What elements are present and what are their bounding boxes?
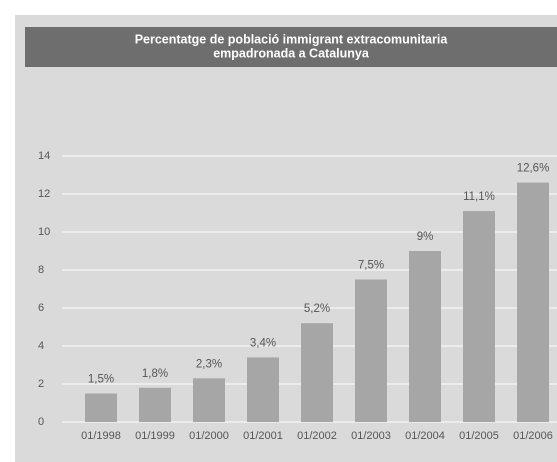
x-tick-label: 01/2002 [297, 430, 337, 442]
bar [301, 323, 333, 422]
x-tick-label: 01/2004 [405, 430, 445, 442]
y-tick-label: 4 [38, 340, 44, 352]
x-tick-label: 01/2005 [459, 430, 499, 442]
bar [355, 279, 387, 422]
y-tick-label: 6 [38, 302, 44, 314]
bar [463, 211, 495, 422]
value-label: 3,4% [250, 337, 276, 349]
chart-title: empadronada a Catalunya [213, 46, 370, 60]
bar [409, 251, 441, 422]
y-tick-label: 10 [38, 226, 50, 238]
value-label: 1,5% [88, 374, 114, 386]
value-label: 2,3% [196, 358, 222, 370]
bar [139, 387, 171, 422]
value-label: 7,5% [358, 260, 384, 272]
x-tick-label: 01/1999 [135, 430, 175, 442]
bar [517, 182, 549, 422]
value-label: 5,2% [304, 303, 330, 315]
x-tick-label: 01/1998 [81, 430, 121, 442]
title-bar [25, 27, 557, 67]
x-tick-label: 01/2000 [189, 430, 229, 442]
y-tick-label: 14 [38, 150, 50, 162]
x-tick-label: 01/2003 [351, 430, 391, 442]
bar [193, 378, 225, 422]
y-tick-label: 0 [38, 416, 44, 428]
bar [247, 357, 279, 422]
bar [85, 393, 117, 422]
y-tick-label: 2 [38, 378, 44, 390]
x-tick-label: 01/2006 [513, 430, 553, 442]
chart-title: Percentatge de població immigrant extrac… [135, 32, 449, 46]
value-label: 9% [417, 231, 434, 243]
y-tick-label: 12 [38, 188, 50, 200]
y-tick-label: 8 [38, 264, 44, 276]
value-label: 11,1% [463, 191, 495, 203]
value-label: 12,6% [517, 163, 550, 175]
value-label: 1,8% [142, 368, 168, 380]
x-tick-label: 01/2001 [243, 430, 283, 442]
